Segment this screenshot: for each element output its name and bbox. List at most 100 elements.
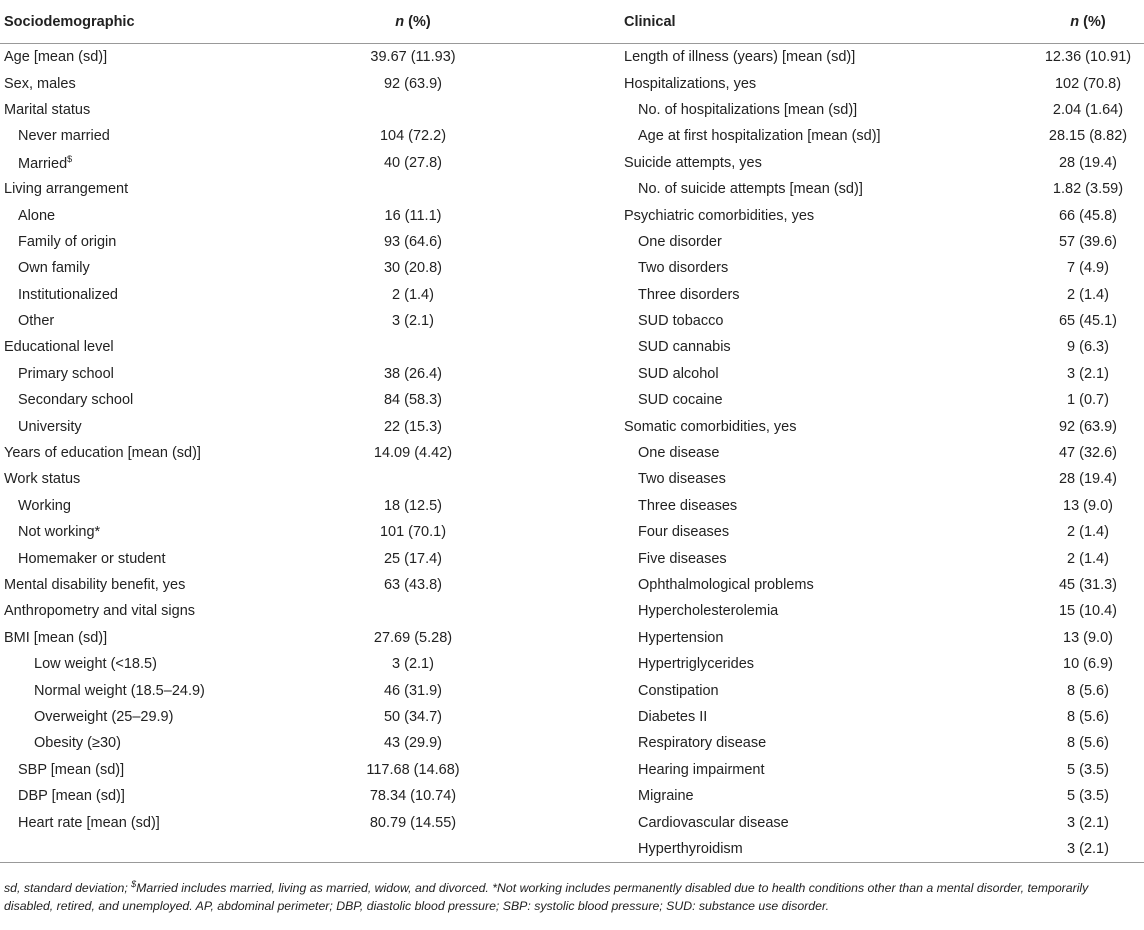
label-text: Heart rate [mean (sd)] — [18, 814, 160, 831]
row-label: Work status — [0, 466, 328, 492]
spacer — [498, 545, 620, 571]
label-text: Not working* — [18, 524, 101, 541]
row-value: 3 (2.1) — [1032, 835, 1144, 864]
value-text: 38 (26.4) — [383, 365, 443, 382]
row-label: University — [0, 413, 328, 439]
value-text: 80.79 (14.55) — [369, 814, 457, 831]
row-value: 2 (1.4) — [328, 282, 498, 308]
row-label: Hyperthyroidism — [620, 835, 1032, 864]
label-text: Educational level — [4, 339, 114, 356]
row-value: 13 (9.0) — [1032, 625, 1144, 651]
row-value: 104 (72.2) — [328, 123, 498, 149]
label-text: Primary school — [18, 365, 114, 382]
value-text: 92 (63.9) — [1058, 418, 1118, 435]
row-value: 5 (3.5) — [1032, 783, 1144, 809]
row-value — [328, 176, 498, 202]
label-text: Two disorders — [638, 260, 729, 277]
label-text: SUD tobacco — [638, 313, 724, 330]
value-text: 8 (5.6) — [1067, 682, 1109, 699]
label-text: Hypertension — [638, 629, 724, 646]
value-text: 2 (1.4) — [392, 286, 434, 303]
label-text: Never married — [18, 128, 110, 145]
header-n: n — [1070, 13, 1080, 30]
row-label: Two disorders — [620, 255, 1032, 281]
label-text: Ophthalmological problems — [638, 577, 814, 593]
table-row: Other 3 (2.1) SUD tobacco 65 (45.1) — [0, 308, 1144, 334]
label-text: One disorder — [638, 233, 722, 250]
table-row: Mental disability benefit, yes 63 (43.8) O… — [0, 572, 1144, 598]
value-text: 9 (6.3) — [1067, 339, 1109, 356]
label-text: Hearing impairment — [638, 761, 765, 778]
row-value: 57 (39.6) — [1032, 229, 1144, 255]
row-value: 15 (10.4) — [1032, 598, 1144, 624]
row-value: 1 (0.7) — [1032, 387, 1144, 413]
row-value — [328, 466, 498, 492]
label-text: Homemaker or student — [18, 550, 166, 567]
value-text: 3 (2.1) — [392, 656, 434, 673]
label-sup: $ — [67, 153, 73, 164]
row-value: 7 (4.9) — [1032, 255, 1144, 281]
spacer — [498, 519, 620, 545]
value-text: 7 (4.9) — [1067, 260, 1109, 277]
label-text: SBP [mean (sd)] — [18, 761, 125, 778]
row-label: One disorder — [620, 229, 1032, 255]
spacer — [498, 44, 620, 71]
row-value: 2 (1.4) — [1032, 545, 1144, 571]
row-label: Not working* — [0, 519, 328, 545]
spacer — [498, 255, 620, 281]
row-label: Educational level — [0, 334, 328, 360]
table-row: Low weight (<18.5) 3 (2.1) Hypertriglyceri… — [0, 651, 1144, 677]
spacer — [498, 757, 620, 783]
value-text: 3 (2.1) — [1067, 365, 1109, 382]
row-value: 2 (1.4) — [1032, 519, 1144, 545]
label-text: Living arrangement — [4, 181, 129, 198]
row-value: 66 (45.8) — [1032, 202, 1144, 228]
row-value: 2 (1.4) — [1032, 282, 1144, 308]
header-cell: Clinical — [620, 0, 1032, 44]
row-label: Marital status — [0, 97, 328, 123]
table-body: Age [mean (sd)] 39.67 (11.93) Length of il… — [0, 44, 1144, 864]
label-text: Diabetes II — [638, 708, 708, 725]
row-label: Migraine — [620, 783, 1032, 809]
row-value: 102 (70.8) — [1032, 70, 1144, 96]
label-text: Low weight (<18.5) — [34, 656, 157, 673]
spacer — [498, 202, 620, 228]
label-text: Work status — [4, 471, 81, 488]
spacer — [498, 809, 620, 835]
spacer — [498, 413, 620, 439]
value-text: 102 (70.8) — [1054, 75, 1122, 92]
row-label: SBP [mean (sd)] — [0, 757, 328, 783]
table-header: Sociodemographic n (%) Clinical n (%) — [0, 0, 1144, 44]
row-label: Somatic comorbidities, yes — [620, 413, 1032, 439]
row-label: SUD alcohol — [620, 361, 1032, 387]
footnote-text: sd, standard deviation; — [4, 881, 132, 896]
row-label: No. of hospitalizations [mean (sd)] — [620, 97, 1032, 123]
row-label: Three diseases — [620, 493, 1032, 519]
label-text: Hyperthyroidism — [638, 840, 743, 857]
value-text: 10 (6.9) — [1063, 656, 1113, 673]
label-text: Four diseases — [638, 524, 730, 541]
row-label — [0, 835, 328, 864]
row-value: 8 (5.6) — [1032, 730, 1144, 756]
value-text: 28.15 (8.82) — [1048, 128, 1128, 145]
row-value: 38 (26.4) — [328, 361, 498, 387]
label-text: Secondary school — [18, 392, 134, 409]
value-text: 22 (15.3) — [383, 418, 443, 435]
row-label: Hospitalizations, yes — [620, 70, 1032, 96]
label-text: Migraine — [638, 788, 694, 805]
label-text: Somatic comorbidities, yes — [624, 418, 797, 435]
row-value — [328, 334, 498, 360]
label-text: SUD alcohol — [638, 365, 719, 382]
label-text: Length of illness (years) [mean (sd)] — [624, 49, 856, 66]
value-text: 65 (45.1) — [1058, 313, 1118, 330]
spacer — [498, 70, 620, 96]
label-text: University — [18, 418, 82, 435]
value-text: 47 (32.6) — [1058, 445, 1118, 462]
spacer — [498, 598, 620, 624]
row-value: 92 (63.9) — [328, 70, 498, 96]
label-text: Anthropometry and vital signs — [4, 603, 196, 620]
value-text: 15 (10.4) — [1058, 603, 1118, 620]
label-text: Respiratory disease — [638, 735, 767, 752]
header-cell: n (%) — [1032, 0, 1144, 44]
row-label: Low weight (<18.5) — [0, 651, 328, 677]
